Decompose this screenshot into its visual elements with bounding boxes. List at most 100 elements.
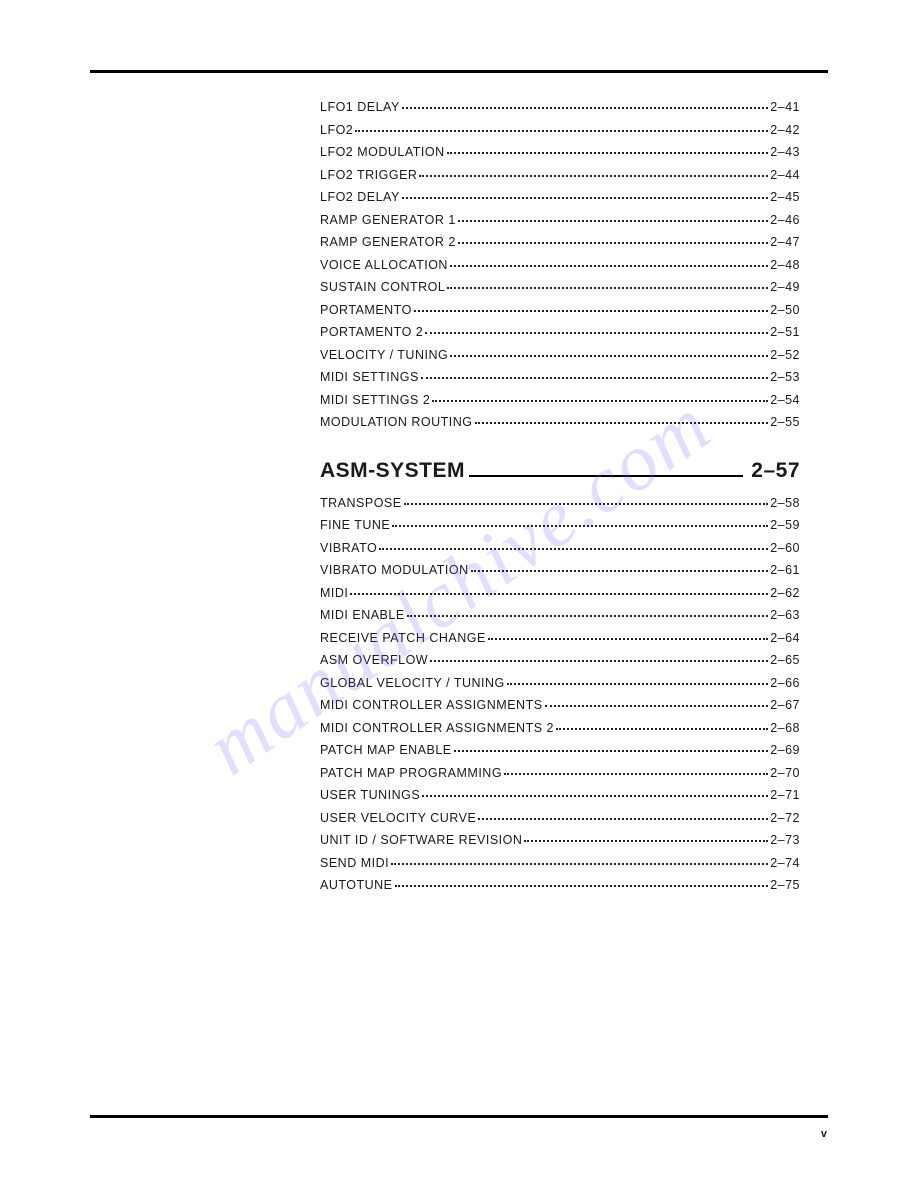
toc-entry-label: LFO2: [320, 124, 353, 137]
toc-entry: SEND MIDI 2–74: [320, 857, 800, 870]
toc-entry-page: 2–50: [770, 304, 800, 317]
toc-entry-leader: [458, 242, 768, 244]
toc-section-heading: ASM-SYSTEM 2–57: [320, 459, 800, 483]
toc-entry-label: PATCH MAP PROGRAMMING: [320, 767, 502, 780]
toc-entry: LFO2 MODULATION2–43: [320, 146, 800, 159]
toc-entry-page: 2–58: [770, 497, 800, 510]
toc-section-1: LFO1 DELAY2–41LFO22–42LFO2 MODULATION2–4…: [320, 101, 800, 429]
toc-entry-label: SEND MIDI: [320, 857, 389, 870]
toc-entry-page: 2–74: [770, 857, 800, 870]
toc-entry-page: 2–67: [770, 699, 800, 712]
toc-entry-page: 2–63: [770, 609, 800, 622]
toc-content: LFO1 DELAY2–41LFO22–42LFO2 MODULATION2–4…: [320, 101, 800, 892]
toc-entry-leader: [507, 683, 768, 685]
toc-entry-label: ASM OVERFLOW: [320, 654, 428, 667]
toc-entry-page: 2–44: [770, 169, 800, 182]
toc-entry-leader: [430, 660, 768, 662]
toc-entry: VIBRATO MODULATION2–61: [320, 564, 800, 577]
toc-entry-leader: [478, 818, 768, 820]
toc-entry: VOICE ALLOCATION2–48: [320, 259, 800, 272]
toc-entry-leader: [392, 525, 768, 527]
toc-entry-label: VIBRATO MODULATION: [320, 564, 469, 577]
toc-entry-label: RAMP GENERATOR 2: [320, 236, 456, 249]
toc-entry-label: MIDI CONTROLLER ASSIGNMENTS 2: [320, 722, 554, 735]
toc-entry-leader: [395, 885, 769, 887]
toc-entry-label: GLOBAL VELOCITY / TUNING: [320, 677, 505, 690]
toc-entry-label: MIDI SETTINGS: [320, 371, 419, 384]
toc-entry-page: 2–54: [770, 394, 800, 407]
toc-entry: LFO2 TRIGGER 2–44: [320, 169, 800, 182]
toc-entry: TRANSPOSE 2–58: [320, 497, 800, 510]
toc-entry: VELOCITY / TUNING 2–52: [320, 349, 800, 362]
toc-entry-page: 2–43: [770, 146, 800, 159]
toc-entry-label: MIDI: [320, 587, 348, 600]
toc-entry: RAMP GENERATOR 2 2–47: [320, 236, 800, 249]
toc-entry-leader: [450, 265, 768, 267]
toc-entry-page: 2–69: [770, 744, 800, 757]
toc-entry-label: PORTAMENTO 2: [320, 326, 423, 339]
toc-entry-leader: [422, 795, 768, 797]
toc-entry-label: PORTAMENTO: [320, 304, 412, 317]
toc-entry-page: 2–51: [770, 326, 800, 339]
toc-entry-page: 2–49: [770, 281, 800, 294]
toc-entry: USER TUNINGS2–71: [320, 789, 800, 802]
toc-entry: MIDI ENABLE2–63: [320, 609, 800, 622]
toc-entry: MIDI SETTINGS 2–53: [320, 371, 800, 384]
toc-entry-label: LFO2 TRIGGER: [320, 169, 417, 182]
toc-entry: MIDI2–62: [320, 587, 800, 600]
toc-entry-page: 2–65: [770, 654, 800, 667]
toc-entry-label: VELOCITY / TUNING: [320, 349, 448, 362]
toc-entry-page: 2–53: [770, 371, 800, 384]
toc-entry: USER VELOCITY CURVE 2–72: [320, 812, 800, 825]
toc-entry-label: UNIT ID / SOFTWARE REVISION: [320, 834, 522, 847]
toc-entry-label: SUSTAIN CONTROL: [320, 281, 445, 294]
toc-entry-leader: [556, 728, 768, 730]
toc-entry-leader: [425, 332, 768, 334]
toc-entry: AUTOTUNE 2–75: [320, 879, 800, 892]
toc-entry-page: 2–46: [770, 214, 800, 227]
toc-entry-leader: [450, 355, 768, 357]
toc-entry: ASM OVERFLOW 2–65: [320, 654, 800, 667]
toc-entry: UNIT ID / SOFTWARE REVISION2–73: [320, 834, 800, 847]
toc-entry-label: LFO2 DELAY: [320, 191, 400, 204]
toc-entry-leader: [421, 377, 768, 379]
toc-entry-leader: [458, 220, 768, 222]
toc-entry: MODULATION ROUTING2–55: [320, 416, 800, 429]
document-page: manualchive.com LFO1 DELAY2–41LFO22–42LF…: [0, 0, 918, 1188]
section-title-underline: [469, 475, 743, 477]
toc-entry-page: 2–64: [770, 632, 800, 645]
toc-entry: PATCH MAP ENABLE2–69: [320, 744, 800, 757]
toc-entry: PATCH MAP PROGRAMMING 2–70: [320, 767, 800, 780]
toc-entry-label: USER VELOCITY CURVE: [320, 812, 476, 825]
toc-entry: VIBRATO 2–60: [320, 542, 800, 555]
toc-entry-page: 2–70: [770, 767, 800, 780]
toc-entry-label: VOICE ALLOCATION: [320, 259, 448, 272]
toc-entry-label: AUTOTUNE: [320, 879, 393, 892]
toc-entry-label: RECEIVE PATCH CHANGE: [320, 632, 486, 645]
toc-entry: GLOBAL VELOCITY / TUNING2–66: [320, 677, 800, 690]
toc-entry-leader: [524, 840, 768, 842]
toc-entry-label: FINE TUNE: [320, 519, 390, 532]
toc-entry-label: MIDI SETTINGS 2: [320, 394, 430, 407]
toc-entry-leader: [475, 422, 769, 424]
toc-entry: PORTAMENTO 2 2–51: [320, 326, 800, 339]
page-folio: v: [821, 1128, 828, 1140]
toc-entry: PORTAMENTO 2–50: [320, 304, 800, 317]
toc-entry-page: 2–47: [770, 236, 800, 249]
toc-entry-page: 2–68: [770, 722, 800, 735]
toc-entry-label: TRANSPOSE: [320, 497, 402, 510]
toc-entry-leader: [419, 175, 768, 177]
toc-entry-leader: [355, 130, 768, 132]
top-horizontal-rule: [90, 70, 828, 73]
toc-entry: MIDI CONTROLLER ASSIGNMENTS 2 2–68: [320, 722, 800, 735]
toc-entry-page: 2–60: [770, 542, 800, 555]
toc-entry-leader: [545, 705, 769, 707]
section-title: ASM-SYSTEM: [320, 459, 465, 483]
toc-entry-label: VIBRATO: [320, 542, 377, 555]
toc-entry-leader: [404, 503, 769, 505]
toc-entry: LFO1 DELAY2–41: [320, 101, 800, 114]
bottom-horizontal-rule: [90, 1115, 828, 1118]
toc-entry-page: 2–75: [770, 879, 800, 892]
toc-entry-page: 2–72: [770, 812, 800, 825]
toc-entry-page: 2–52: [770, 349, 800, 362]
